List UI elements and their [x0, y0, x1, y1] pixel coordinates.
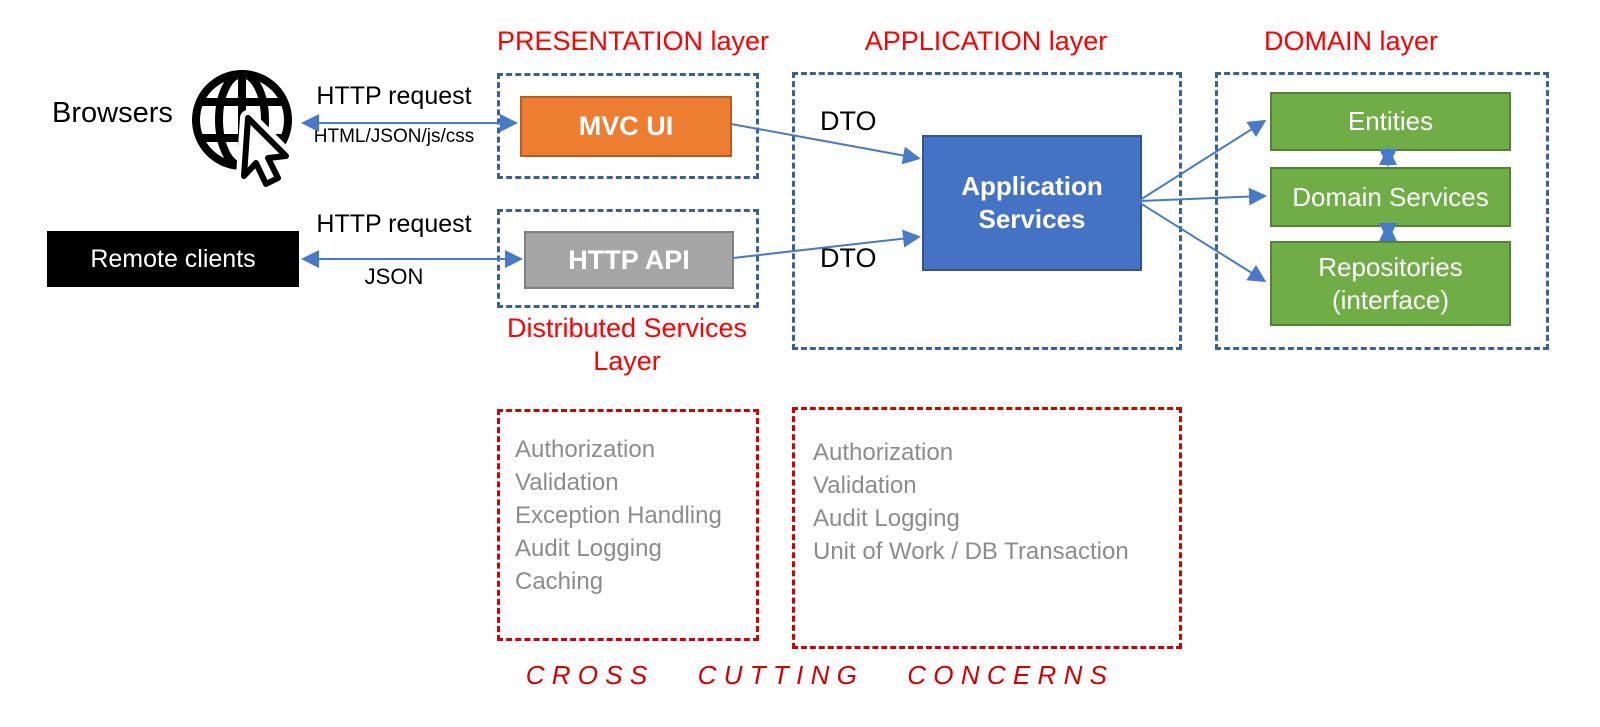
- repositories-label-line2: (interface): [1331, 284, 1450, 315]
- cc1-item-validation: Validation: [515, 469, 619, 496]
- application-layer-title: APPLICATION layer: [864, 26, 1108, 56]
- mvc-ui-node: MVC UI: [520, 96, 732, 157]
- domain-services-label: Domain Services: [1292, 181, 1489, 212]
- dto-label-bottom: DTO: [820, 243, 877, 273]
- cc2-item-authorization: Authorization: [813, 439, 954, 466]
- domain-services-node: Domain Services: [1270, 167, 1511, 227]
- remote-clients-node: Remote clients: [47, 231, 299, 287]
- http-request-label-remote: HTTP request: [316, 210, 472, 238]
- application-services-node: Application Services: [922, 135, 1142, 271]
- distributed-services-layer-title: Distributed Services Layer: [470, 312, 784, 378]
- cc2-item-unit-of-work: Unit of Work / DB Transaction: [813, 538, 1129, 565]
- cross-cutting-box-presentation: [497, 409, 759, 641]
- distributed-services-title-line2: Layer: [593, 346, 661, 376]
- remote-clients-label: Remote clients: [90, 244, 256, 273]
- application-services-label-line2: Services: [978, 204, 1086, 234]
- cross-cutting-concerns-title: CROSS CUTTING CONCERNS: [525, 660, 1115, 690]
- cc2-item-validation: Validation: [813, 472, 917, 499]
- mvc-ui-label: MVC UI: [578, 111, 674, 141]
- entities-node: Entities: [1270, 92, 1511, 151]
- cc1-item-authorization: Authorization: [515, 436, 656, 463]
- cross-cutting-box-application: [792, 407, 1182, 649]
- presentation-layer-title: PRESENTATION layer: [497, 26, 770, 56]
- cc1-item-exception-handling: Exception Handling: [515, 502, 722, 529]
- cc2-item-audit-logging: Audit Logging: [813, 505, 960, 532]
- globe-cursor-icon: [186, 64, 304, 192]
- cc1-item-caching: Caching: [515, 568, 604, 595]
- cross-cutting-list-presentation: Authorization Validation Exception Handl…: [515, 433, 722, 598]
- distributed-services-title-line1: Distributed Services: [506, 313, 748, 343]
- dto-label-top: DTO: [820, 106, 877, 136]
- http-api-node: HTTP API: [524, 231, 734, 289]
- json-label: JSON: [364, 264, 424, 289]
- repositories-label-line1: Repositories: [1318, 251, 1463, 282]
- entities-label: Entities: [1347, 106, 1434, 136]
- cross-cutting-list-application: Authorization Validation Audit Logging U…: [813, 436, 1129, 568]
- browsers-label: Browsers: [52, 97, 173, 129]
- domain-layer-title: DOMAIN layer: [1263, 26, 1439, 56]
- http-request-label-browsers: HTTP request: [316, 82, 472, 110]
- html-json-js-css-label: HTML/JSON/js/css: [313, 126, 475, 147]
- http-api-label: HTTP API: [568, 244, 690, 275]
- cc1-item-audit-logging: Audit Logging: [515, 535, 662, 562]
- repositories-node: Repositories (interface): [1270, 241, 1511, 326]
- application-services-label-line1: Application: [961, 171, 1103, 201]
